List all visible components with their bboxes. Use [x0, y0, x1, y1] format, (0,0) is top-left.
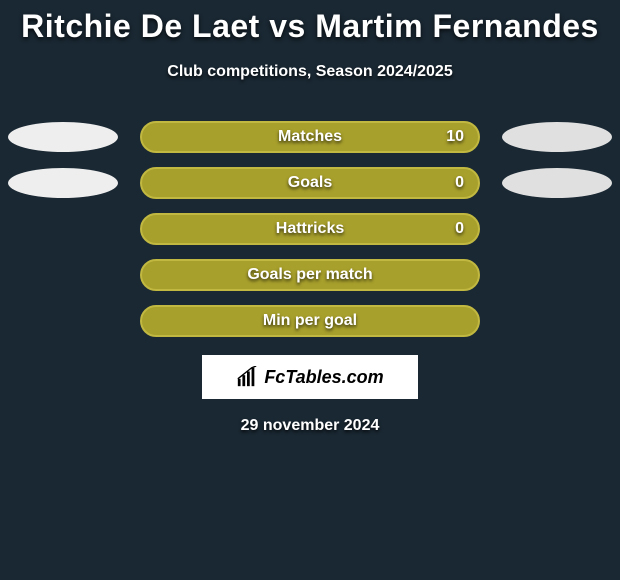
player-right-marker	[502, 168, 612, 198]
stat-label: Goals	[288, 174, 332, 192]
player-left-marker	[8, 122, 118, 152]
stat-row: Hattricks 0	[0, 213, 620, 245]
brand-badge: FcTables.com	[202, 355, 418, 399]
stat-value: 0	[455, 174, 464, 192]
comparison-infographic: Ritchie De Laet vs Martim Fernandes Club…	[0, 0, 620, 435]
stat-rows: Matches 10 Goals 0 Hattricks 0 Goals per match…	[0, 121, 620, 337]
stat-bar: Matches 10	[140, 121, 480, 153]
date-label: 29 november 2024	[0, 417, 620, 435]
brand-text: FcTables.com	[264, 367, 383, 388]
bar-chart-icon	[236, 366, 258, 388]
player-left-marker	[8, 168, 118, 198]
stat-bar: Min per goal	[140, 305, 480, 337]
stat-label: Min per goal	[263, 312, 357, 330]
stat-value: 10	[446, 128, 464, 146]
stat-value: 0	[455, 220, 464, 238]
page-subtitle: Club competitions, Season 2024/2025	[0, 63, 620, 81]
stat-row: Goals 0	[0, 167, 620, 199]
stat-bar: Goals 0	[140, 167, 480, 199]
page-title: Ritchie De Laet vs Martim Fernandes	[0, 8, 620, 45]
stat-row: Goals per match	[0, 259, 620, 291]
stat-bar: Goals per match	[140, 259, 480, 291]
player-right-marker	[502, 122, 612, 152]
stat-row: Min per goal	[0, 305, 620, 337]
stat-label: Goals per match	[247, 266, 372, 284]
stat-bar: Hattricks 0	[140, 213, 480, 245]
stat-row: Matches 10	[0, 121, 620, 153]
stat-label: Hattricks	[276, 220, 344, 238]
stat-label: Matches	[278, 128, 342, 146]
